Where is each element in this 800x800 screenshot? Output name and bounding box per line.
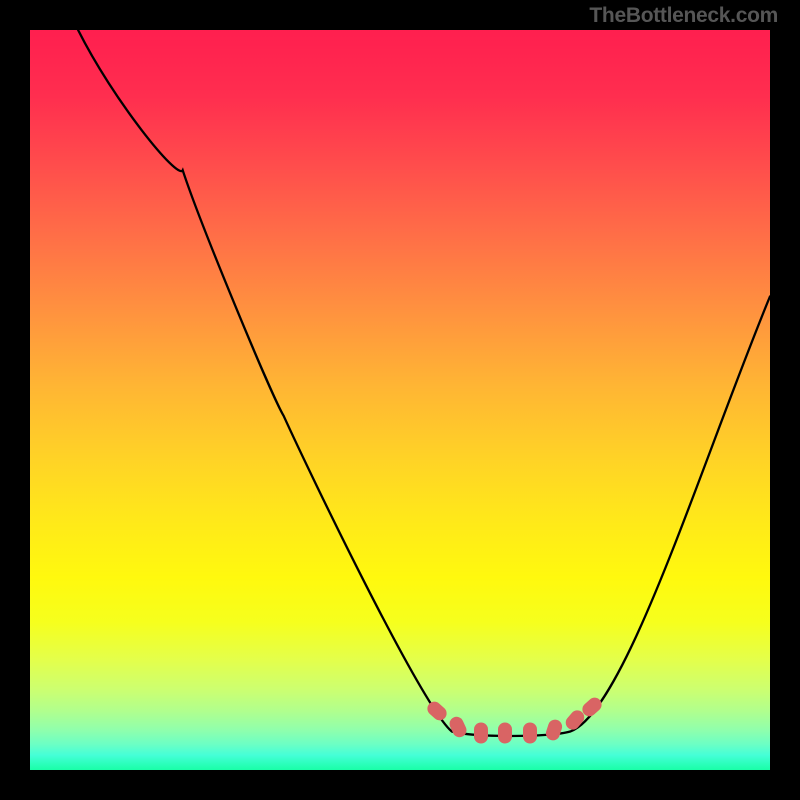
plot-area	[30, 30, 770, 770]
bottleneck-curve	[30, 30, 770, 770]
valley-marker	[523, 723, 537, 744]
valley-marker	[474, 723, 488, 744]
bottleneck-curve-path	[78, 30, 770, 736]
attribution-text: TheBottleneck.com	[589, 4, 778, 28]
valley-marker	[498, 723, 512, 744]
